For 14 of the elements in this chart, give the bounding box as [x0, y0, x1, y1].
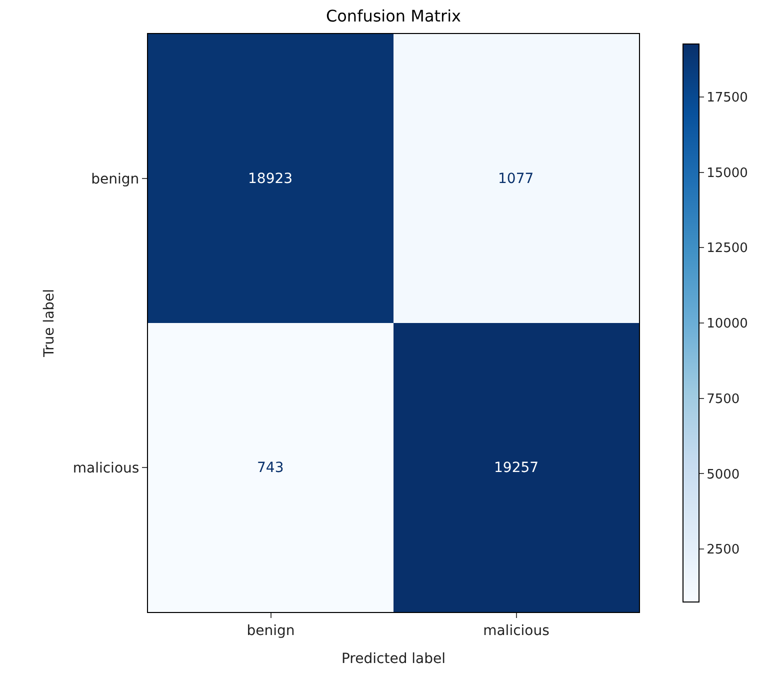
data-label: 19257	[494, 460, 539, 476]
color-bar-label: 2500	[706, 542, 740, 558]
color-bar-label: 12500	[706, 241, 748, 256]
color-bar-label: 15000	[706, 166, 748, 181]
color-bar-label: 10000	[706, 316, 748, 332]
color-bar-label: 17500	[706, 90, 748, 106]
data-label: 18923	[248, 171, 293, 187]
color-bar-label: 7500	[706, 392, 740, 407]
x-axis-title: Predicted label	[341, 651, 446, 668]
color-bar-label: 5000	[706, 467, 740, 482]
data-label: 1077	[498, 171, 534, 187]
data-label: 743	[257, 460, 284, 476]
chart-title: Confusion Matrix	[326, 6, 462, 26]
y-axis-title: True label	[41, 288, 58, 358]
